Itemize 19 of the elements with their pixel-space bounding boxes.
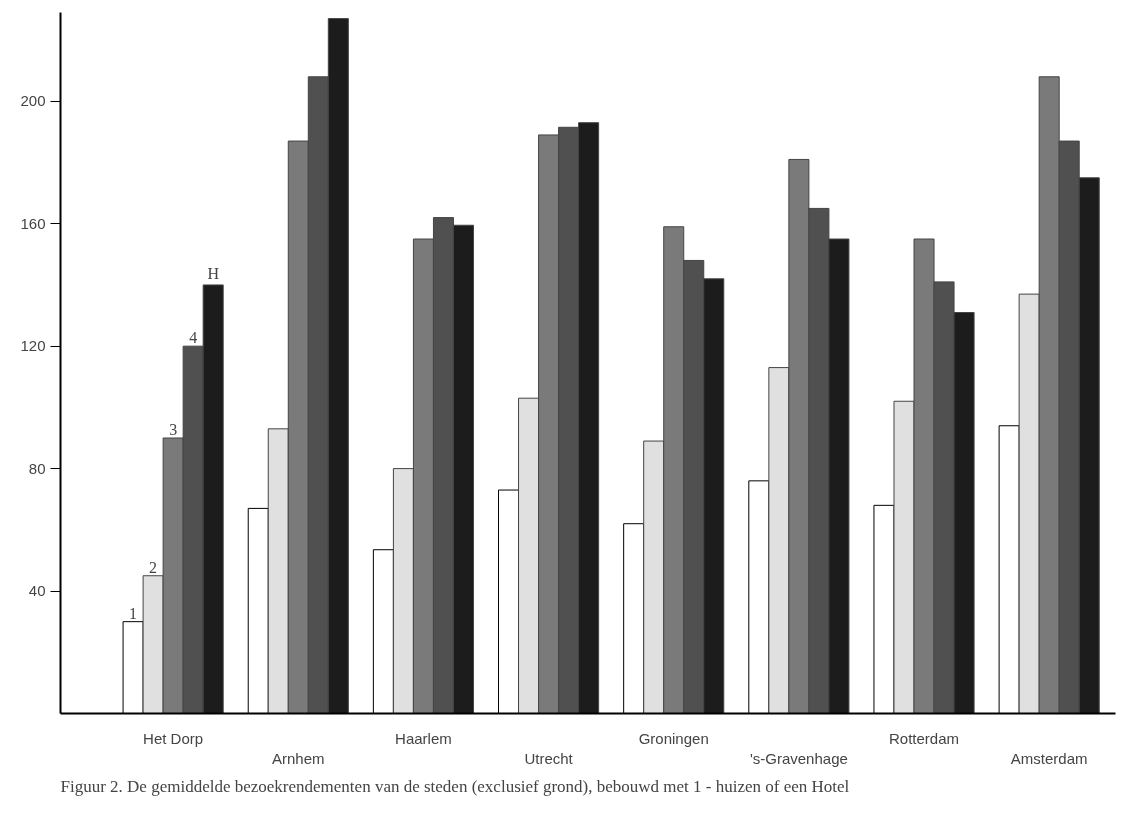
y-tick-label: 160 bbox=[20, 214, 46, 232]
x-tick-label: 's-Gravenhage bbox=[749, 749, 848, 767]
x-tick-label: Groningen bbox=[638, 729, 709, 747]
x-tick-label: Het Dorp bbox=[143, 729, 204, 747]
y-tick-label: 80 bbox=[28, 459, 46, 477]
series-label: H bbox=[207, 264, 220, 282]
y-tick-label: 120 bbox=[20, 337, 46, 355]
series-label: 2 bbox=[149, 558, 158, 576]
y-tick-label: 200 bbox=[20, 92, 46, 110]
x-tick-label: Amsterdam bbox=[1010, 749, 1088, 767]
x-tick-label: Arnhem bbox=[272, 749, 325, 767]
y-tick-label: 40 bbox=[28, 582, 46, 600]
x-tick-label: Haarlem bbox=[395, 729, 452, 747]
series-label: 1 bbox=[129, 604, 138, 622]
x-tick-label: Utrecht bbox=[524, 749, 574, 767]
x-tick-label: Rotterdam bbox=[889, 729, 960, 747]
series-label: 4 bbox=[189, 329, 198, 347]
text: Figuur 2. De gemiddelde bezoekrendementen van de steden (exclusief grond), bebouwd met 1 - huizen of een Hotel bbox=[60, 776, 850, 796]
series-label: 3 bbox=[169, 421, 178, 438]
